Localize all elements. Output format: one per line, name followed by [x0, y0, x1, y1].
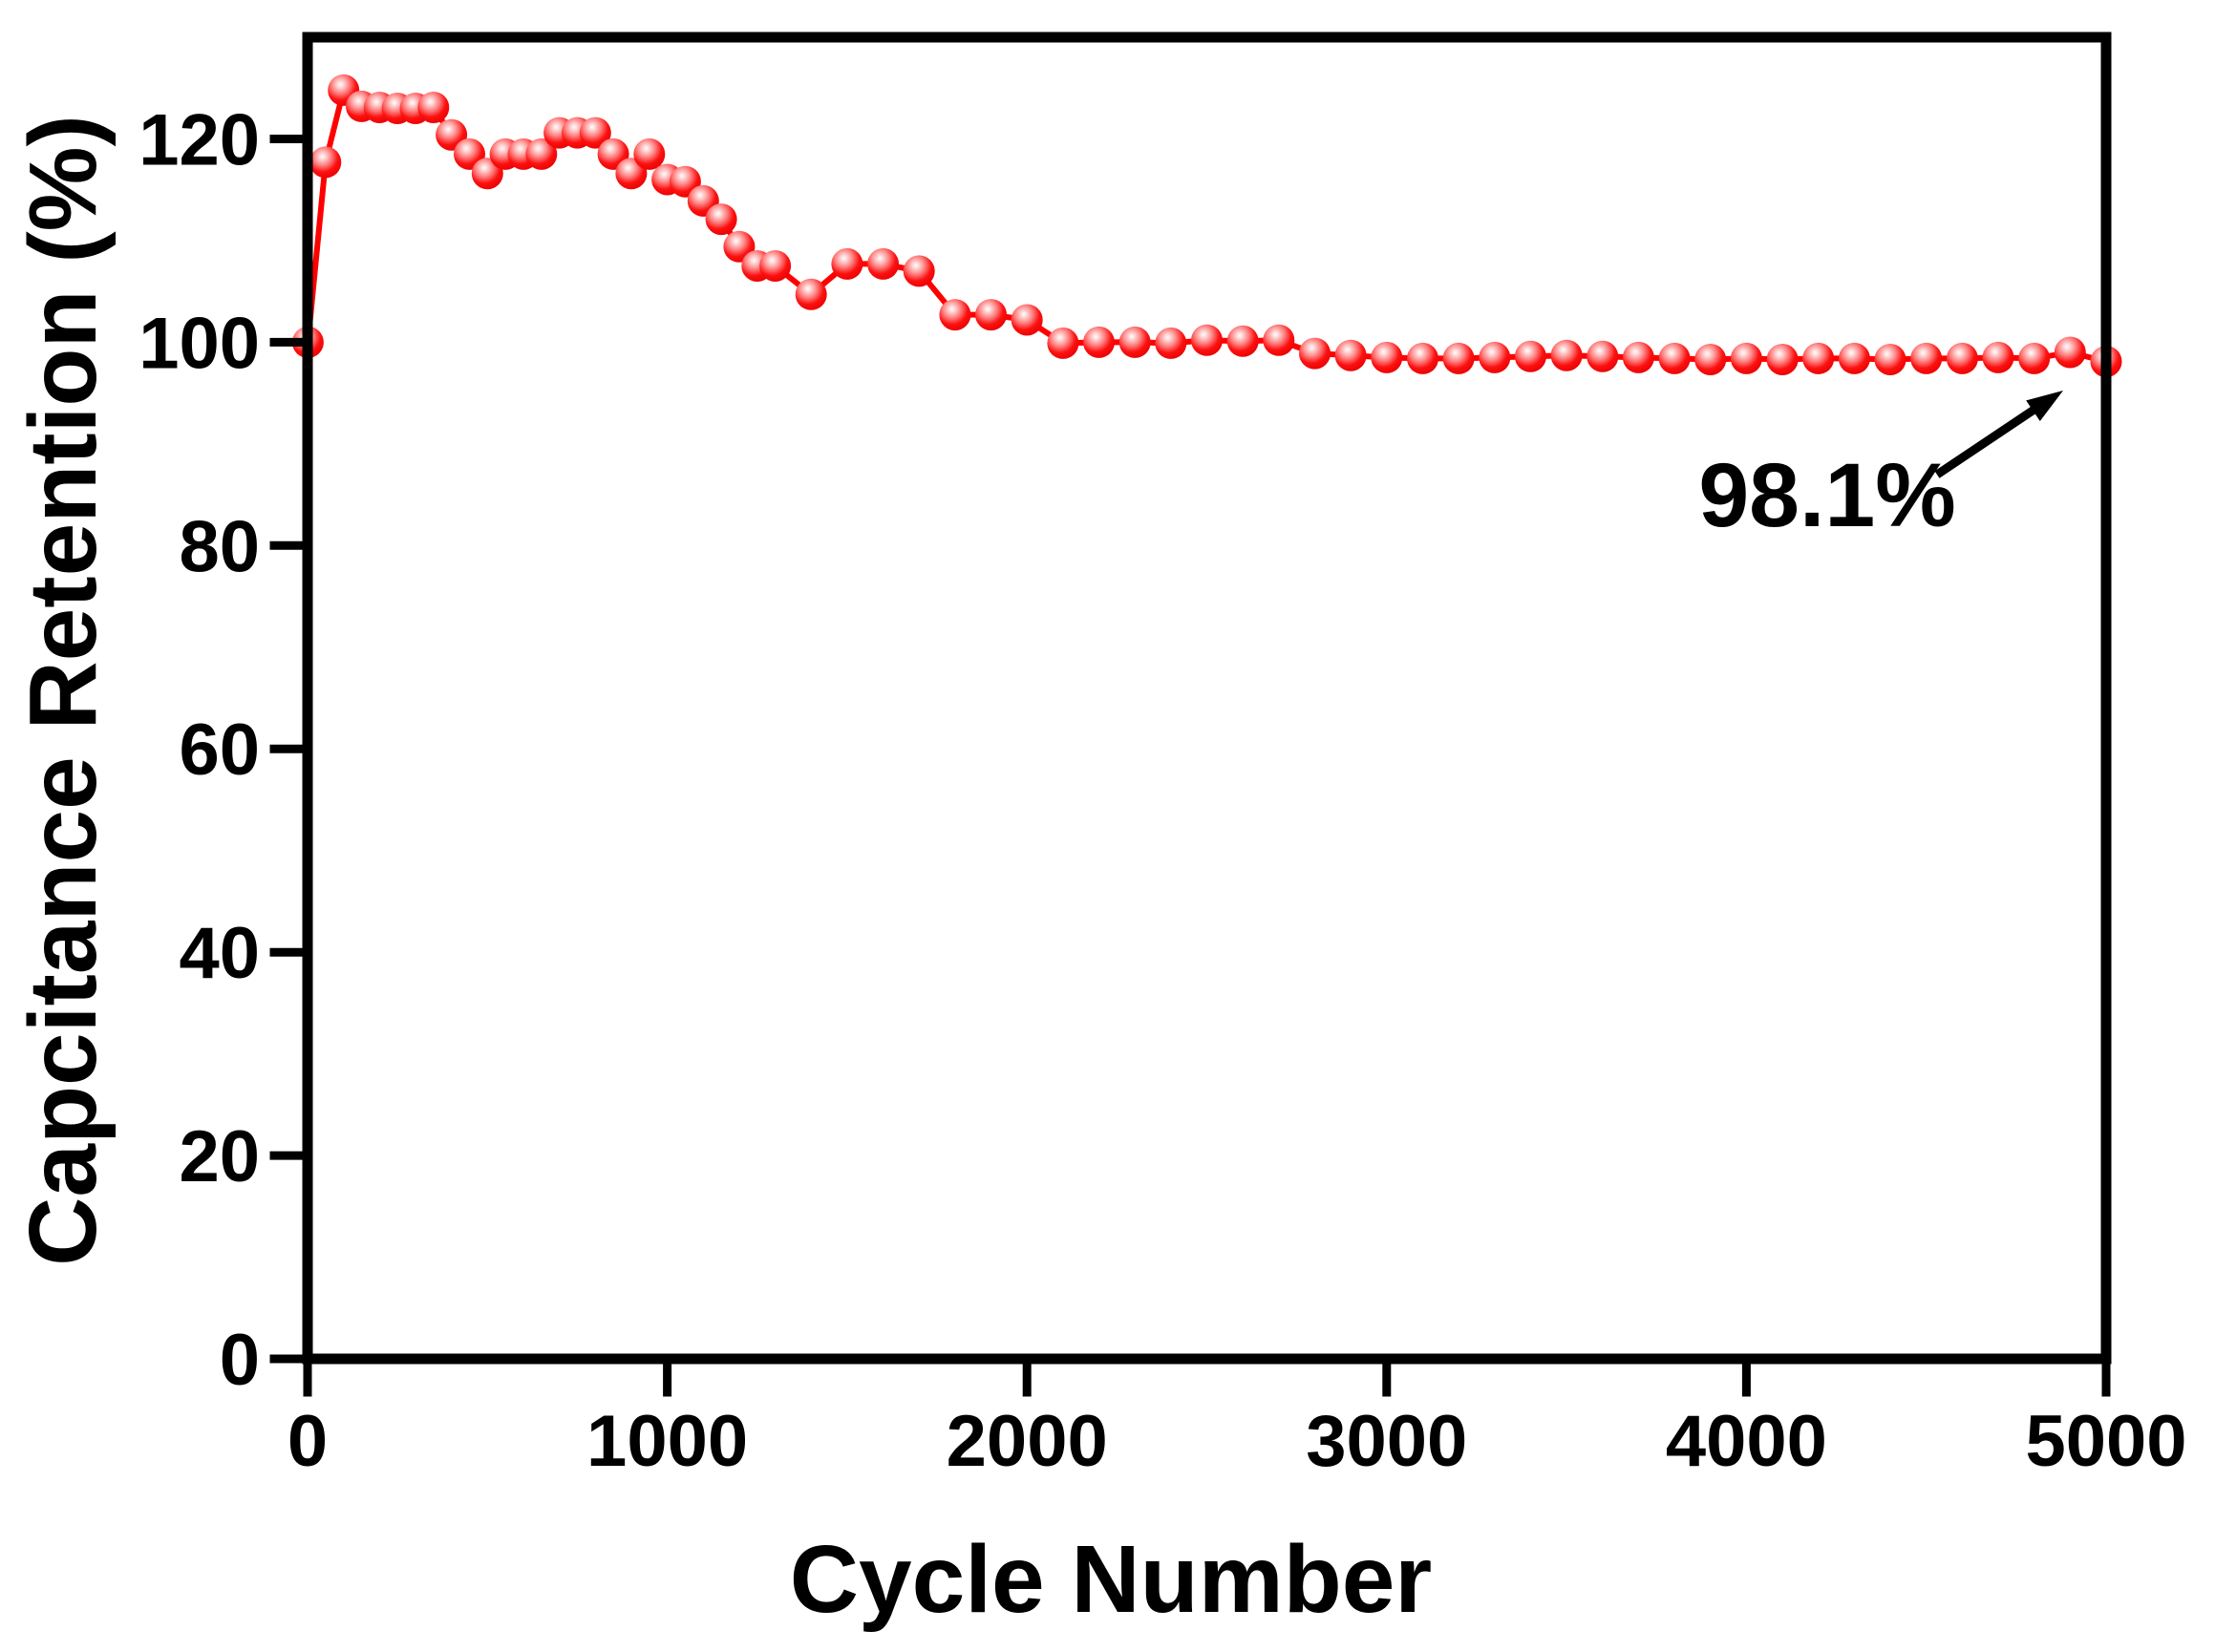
x-tick-label: 0 [288, 1401, 328, 1482]
data-point [1407, 342, 1438, 374]
series-points [291, 74, 2122, 378]
data-point [1658, 342, 1691, 374]
annotation: 98.1% [1698, 391, 2063, 546]
data-point [1118, 326, 1151, 358]
data-point [1011, 304, 1043, 336]
plot-frame [302, 32, 2112, 1365]
data-point [1514, 340, 1546, 372]
data-point [867, 247, 900, 280]
data-point [795, 278, 827, 310]
data-point [903, 255, 935, 287]
data-point [1587, 340, 1619, 372]
data-point [705, 203, 737, 236]
axes-frame [302, 32, 2112, 1365]
data-point [1946, 342, 1978, 374]
data-point [1083, 326, 1115, 358]
data-point [1334, 339, 1367, 371]
annotation-arrow-shaft [1934, 405, 2038, 478]
y-tick-label: 60 [179, 710, 260, 791]
x-tick-label: 1000 [586, 1401, 748, 1482]
data-point [1263, 324, 1295, 356]
data-point [1047, 327, 1079, 359]
data-point [2018, 342, 2051, 374]
y-axis-title: Capcitance Retention (%) [10, 115, 117, 1266]
x-tick-label: 2000 [947, 1401, 1108, 1482]
data-point [1155, 327, 1187, 359]
data-point [309, 146, 342, 179]
data-point [1299, 337, 1331, 370]
data-point [831, 247, 863, 280]
data-point [1479, 341, 1511, 373]
data-point [1802, 342, 1835, 374]
annotation-label: 98.1% [1698, 445, 1955, 546]
data-point [1874, 344, 1906, 375]
data-point [939, 299, 971, 331]
y-tick-label: 0 [220, 1320, 260, 1401]
data-point [525, 138, 558, 170]
data-point [579, 116, 611, 149]
y-tick-label: 100 [138, 303, 260, 384]
y-tick-label: 120 [138, 100, 260, 181]
x-tick-label: 4000 [1666, 1401, 1827, 1482]
y-tick-label: 80 [179, 506, 260, 587]
data-point [1982, 341, 2014, 373]
y-axis-tick-labels: 0 20 40 60 80 100 120 [138, 100, 260, 1402]
data-point [1694, 344, 1727, 375]
y-axis-ticks [269, 135, 304, 1364]
data-point [1226, 325, 1259, 357]
data-point [1910, 342, 1943, 374]
data-point [1730, 342, 1762, 374]
data-point [975, 299, 1007, 331]
data-point [633, 138, 666, 170]
x-axis-ticks [303, 1363, 2111, 1397]
y-tick-label: 40 [179, 913, 260, 994]
data-point [417, 92, 450, 123]
data-point [1766, 344, 1799, 375]
data-point [1550, 339, 1583, 371]
data-point [1622, 341, 1654, 373]
x-tick-label: 3000 [1306, 1401, 1467, 1482]
data-point [1191, 324, 1223, 356]
x-axis-tick-labels: 0 1000 2000 3000 4000 5000 [288, 1401, 2187, 1482]
x-axis-title: Cycle Number [790, 1526, 1432, 1633]
data-point [1442, 342, 1475, 374]
data-point [1838, 342, 1870, 374]
x-tick-label: 5000 [2025, 1401, 2186, 1482]
data-point [2054, 336, 2086, 369]
y-tick-label: 20 [179, 1116, 260, 1197]
data-point [1371, 341, 1403, 373]
data-point [759, 250, 792, 282]
annotation-arrow-head [2026, 391, 2063, 421]
